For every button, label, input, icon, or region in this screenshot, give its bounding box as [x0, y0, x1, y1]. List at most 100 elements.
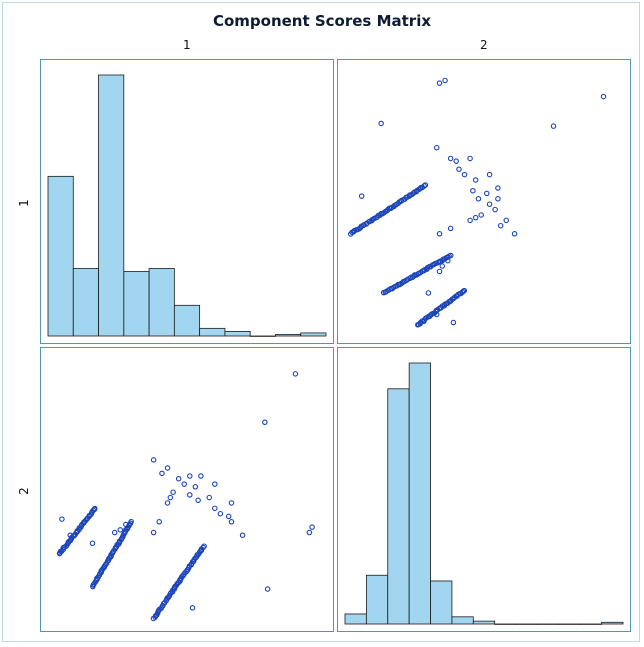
scatter21-point-167	[164, 465, 171, 471]
scatter12-point-144	[425, 290, 432, 296]
scatter21-point-156	[206, 494, 212, 501]
scatter21-point-174	[264, 586, 271, 592]
scatter21-point-172	[309, 524, 315, 530]
scatter21-point-144	[89, 540, 96, 547]
scatter21-point-164	[167, 494, 174, 501]
scatter12-point-161	[492, 206, 498, 213]
scatter12-point-166	[511, 231, 518, 237]
hist2-bar-6	[451, 616, 474, 625]
scatter12-point-103	[447, 252, 454, 259]
scatter21-point-150	[117, 527, 124, 533]
panel-border	[337, 59, 631, 344]
chart-frame	[2, 2, 640, 642]
scatter12-point-151	[453, 158, 459, 164]
scatter12-point-158	[484, 190, 490, 197]
scatter21-point-153	[212, 505, 218, 512]
scatter21-point-178	[59, 516, 65, 522]
hist2-bar-2	[365, 574, 389, 625]
scatter-panel-2-vs-1	[40, 347, 334, 632]
chart-title: Component Scores Matrix	[212, 12, 432, 30]
scatter12-point-157	[470, 187, 476, 194]
panel-border	[337, 347, 631, 632]
hist1-bar-11	[300, 332, 327, 337]
scatter21-point-162	[181, 481, 187, 487]
scatter12-point-54	[421, 183, 427, 189]
histogram-panel-1	[40, 59, 334, 344]
scatter12-point-160	[495, 196, 501, 202]
scatter12-point-77	[410, 273, 417, 279]
hist1-bar-7	[199, 327, 226, 337]
scatter21-point-168	[159, 470, 165, 477]
scatter21-point-148	[156, 519, 162, 525]
scatter12-point-162	[486, 201, 493, 207]
scatter12-point-169	[495, 185, 501, 191]
scatter12-point-154	[456, 166, 462, 172]
scatter12-point-150	[439, 263, 446, 269]
hist1-bar-10	[275, 334, 302, 337]
scatter21-point-169	[198, 473, 204, 479]
scatter21-point-143	[92, 505, 98, 512]
hist1-bar-1	[47, 175, 74, 337]
scatter21-point-145	[67, 532, 73, 538]
scatter21-point-176	[239, 532, 246, 538]
hist1-bar-8	[224, 330, 251, 337]
scatter12-point-170	[486, 171, 493, 178]
scatter21-point-171	[306, 529, 313, 536]
scatter21-point-157	[195, 497, 201, 504]
scatter12-point-156	[472, 177, 479, 183]
hist1-bar-4	[123, 271, 150, 337]
scatter21-point-155	[228, 500, 235, 506]
scatter21-point-152	[228, 519, 235, 525]
hist1-bar-2	[72, 268, 99, 337]
scatter12-point-164	[472, 214, 479, 221]
scatter21-point-65	[97, 571, 103, 577]
scatter21-point-173	[292, 371, 299, 377]
hist2-bar-1	[344, 613, 367, 625]
scatter12-point-152	[447, 155, 454, 162]
scatter12-point-143	[461, 287, 468, 294]
hist2-bar-5	[430, 580, 453, 625]
scatter12-point-146	[436, 268, 443, 275]
scatter21-point-160	[187, 473, 193, 479]
scatter12-point-165	[467, 217, 473, 224]
scatter21-point-154	[217, 510, 224, 517]
scatter12-point-148	[447, 225, 454, 232]
hist2-bar-7	[472, 620, 496, 625]
hist2-bar-4	[408, 362, 431, 625]
hist2-bar-3	[387, 388, 410, 625]
panel-border	[40, 59, 334, 344]
scatter12-point-172	[442, 77, 448, 84]
scatter21-point-163	[170, 489, 176, 495]
hist1-bar-3	[98, 74, 125, 337]
scatter12-point-163	[478, 212, 484, 218]
scatter12-point-147	[436, 231, 443, 237]
scatter12-point-168	[497, 222, 504, 229]
scatter12-point-149	[445, 257, 451, 264]
scatter21-point-147	[150, 529, 157, 536]
scatter-panel-1-vs-2	[337, 59, 631, 344]
scatter21-point-175	[262, 419, 268, 426]
scatter12-point-178	[450, 319, 457, 326]
scatter21-point-165	[164, 500, 171, 506]
scatter21-point-149	[123, 521, 129, 528]
scatter21-point-170	[212, 481, 218, 487]
scatter12-point-159	[475, 196, 482, 202]
row-label-2: 2	[16, 487, 31, 495]
scatter21-point-158	[192, 484, 199, 490]
scatter12-point-65	[394, 283, 400, 289]
scatter12-point-171	[436, 80, 443, 86]
panel-border	[40, 347, 334, 632]
scatter12-point-173	[600, 93, 607, 100]
scatter12-point-155	[467, 155, 473, 162]
scatter21-point-103	[128, 518, 134, 525]
scatter21-point-166	[150, 457, 157, 463]
hist2-bar-13	[601, 621, 624, 625]
column-label-1: 1	[183, 38, 191, 52]
hist1-bar-5	[148, 268, 175, 337]
scatter21-point-177	[189, 605, 196, 611]
histogram-panel-2	[337, 347, 631, 632]
scatter21-point-54	[200, 544, 206, 551]
scatter12-point-167	[503, 217, 509, 224]
scatter12-point-55	[422, 182, 429, 188]
hist1-bar-6	[173, 304, 201, 337]
